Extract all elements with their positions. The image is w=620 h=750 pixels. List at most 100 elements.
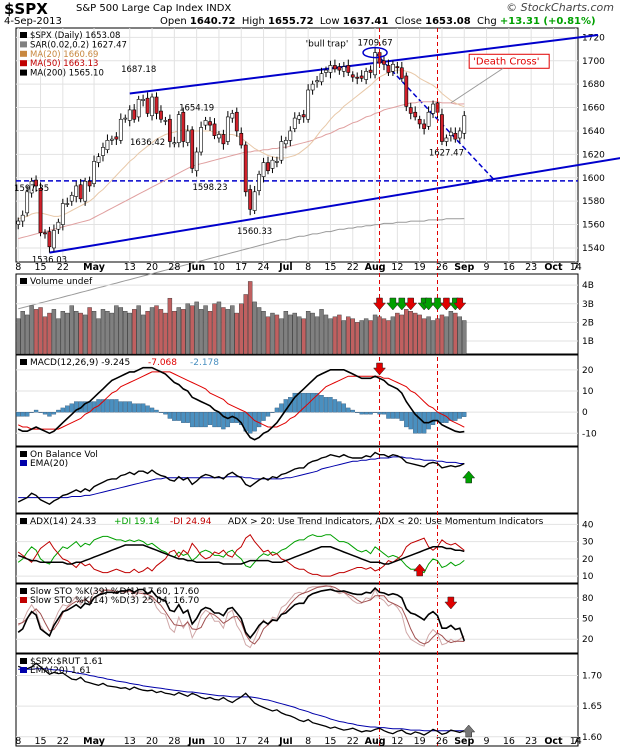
volume-bar <box>323 314 329 355</box>
candle-body <box>167 118 172 142</box>
volume-bar <box>234 312 239 355</box>
candle-body <box>16 220 21 225</box>
macd-hist-bar <box>38 411 43 413</box>
macd-hist-bar <box>310 392 315 413</box>
close-label: Close <box>394 16 422 27</box>
ratio-ema-legend-swatch <box>20 667 27 673</box>
macd-hist-bar <box>377 411 382 415</box>
panel-frame-4 <box>15 513 579 584</box>
volume-bar <box>355 322 360 355</box>
obv-ema-legend-swatch <box>20 460 27 466</box>
candle-body <box>60 203 65 225</box>
macd-hist-bar <box>105 399 110 413</box>
candle-body <box>118 118 123 141</box>
macd-hist-bar <box>149 407 155 413</box>
price-annotation: 1597.35 <box>14 184 49 194</box>
candle-body <box>297 115 302 120</box>
volume-bar <box>65 312 70 355</box>
x-tick-label-bottom: May <box>83 736 106 747</box>
volume-bar <box>225 309 231 355</box>
macd-hist-bar <box>328 397 333 413</box>
ratio-signal-arrow <box>462 724 476 738</box>
macd-line <box>17 366 465 441</box>
candle-body <box>275 161 279 163</box>
candle-body <box>83 180 88 202</box>
adx-signal-arrow <box>413 563 427 577</box>
volume-bar <box>145 311 150 355</box>
candle-body <box>38 187 43 234</box>
macd-hist-legend: -2.178 <box>190 358 219 368</box>
volume-bar <box>247 281 253 355</box>
macd-hist-bar <box>82 401 88 413</box>
panel-frame-0 <box>15 27 579 263</box>
macd-hist-bar <box>314 392 320 413</box>
candle-body <box>319 73 324 83</box>
x-tick-label-bottom: 15 <box>34 736 46 747</box>
x-tick-label-bottom: Oct <box>544 736 563 747</box>
candle-body <box>163 120 168 122</box>
candle-body <box>422 123 427 129</box>
price-annotation: 1654.19 <box>179 103 214 113</box>
macd-hist-bar <box>60 407 65 413</box>
volume-bar <box>114 305 119 355</box>
x-tick-label-bottom: 20 <box>146 736 158 747</box>
candle-body <box>47 231 52 248</box>
y-tick-label: 1660 <box>582 104 605 114</box>
volume-bar <box>292 312 297 355</box>
y-tick-label: 10 <box>582 387 594 397</box>
x-tick-label: 26 <box>436 262 448 273</box>
volume-bar <box>319 309 324 355</box>
ohlc-readout: Open 1640.72 High 1655.72 Low 1637.41 Cl… <box>160 16 596 27</box>
volume-bar <box>426 316 431 355</box>
x-tick-label-bottom: 12 <box>391 736 403 747</box>
candle-body <box>261 162 266 177</box>
macd-hist-bar <box>25 411 30 417</box>
x-tick-label: Sep <box>454 262 474 273</box>
ma50-line <box>18 101 465 240</box>
minus-di-legend-entry: -DI 24.94 <box>170 517 212 527</box>
candle-body <box>444 137 449 142</box>
candle-body <box>431 103 435 114</box>
volume-bar <box>109 312 115 355</box>
macd-hist-bar <box>417 411 422 434</box>
volume-legend-swatch <box>20 278 27 284</box>
volume-bar <box>149 307 155 355</box>
macd-hist-bar <box>430 411 436 425</box>
candle-body <box>29 180 34 194</box>
volume-bar <box>256 307 262 355</box>
volume-bar <box>96 318 101 355</box>
volume-signal-arrow-2 <box>395 297 409 311</box>
macd-hist-bar <box>386 411 391 419</box>
volume-bar <box>448 311 454 355</box>
x-tick-label-bottom: 9 <box>484 736 490 747</box>
volume-bar <box>368 320 373 355</box>
volume-bar <box>395 312 400 355</box>
lower-channel-line <box>49 157 620 254</box>
candle-body <box>417 118 422 125</box>
candle-body <box>230 113 235 119</box>
volume-signal-arrow-9 <box>453 297 467 311</box>
brand-label: © StockCharts.com <box>506 1 614 14</box>
x-tick-label: 13 <box>124 262 136 273</box>
x-tick-label-bottom: Aug <box>365 736 386 747</box>
volume-bar <box>194 301 199 355</box>
price-annotation: 1627.47 <box>429 149 464 159</box>
volume-bar <box>341 320 347 355</box>
obv-legend-entry: On Balance Vol <box>30 450 98 460</box>
macd-hist-bar <box>74 401 79 413</box>
x-tick-label: Jul <box>278 262 293 273</box>
macd-hist-bar <box>279 403 284 413</box>
volume-bar <box>51 309 57 355</box>
x-tick-label-bottom: 28 <box>168 736 180 747</box>
y-tick-label: 1600 <box>582 174 605 184</box>
volume-bar <box>337 314 342 355</box>
macd-hist-bar <box>118 401 123 413</box>
candle-body <box>395 66 400 69</box>
candle-body <box>404 75 409 107</box>
volume-bar <box>435 318 440 355</box>
candle-body <box>315 80 319 83</box>
macd-signal-legend: -7.068 <box>148 358 177 368</box>
y-tick-label: 1640 <box>582 127 605 137</box>
macd-hist-bar <box>127 401 132 413</box>
candle-body <box>43 232 47 235</box>
